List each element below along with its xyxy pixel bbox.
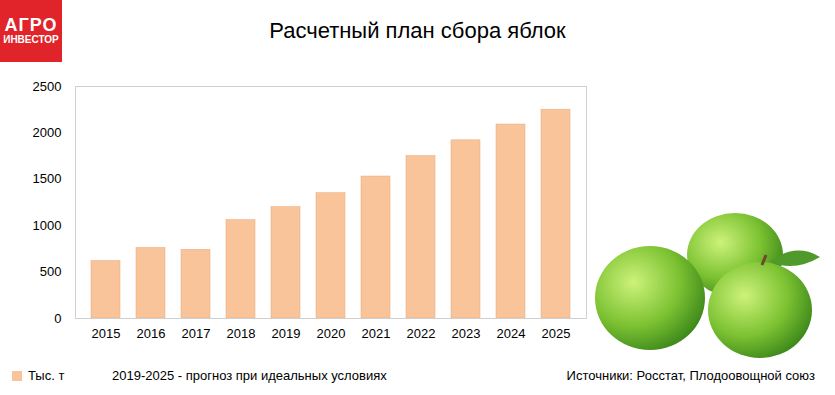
svg-text:2018: 2018 — [227, 326, 256, 341]
svg-text:2015: 2015 — [92, 326, 121, 341]
svg-text:2500: 2500 — [33, 79, 62, 94]
html-text:Тыс. т: Тыс. т — [28, 368, 65, 383]
svg-text:2022: 2022 — [407, 326, 436, 341]
svg-text:2025: 2025 — [542, 326, 571, 341]
svg-text:2021: 2021 — [362, 326, 391, 341]
svg-text:2024: 2024 — [497, 326, 526, 341]
svg-text:2000: 2000 — [33, 125, 62, 140]
html-text:АГРО: АГРО — [4, 15, 58, 36]
svg-text:1000: 1000 — [33, 218, 62, 233]
html-text:ИНВЕСТОР: ИНВЕСТОР — [3, 34, 59, 46]
html-text:Расчетный план сбора яблок: Расчетный план сбора яблок — [269, 18, 566, 43]
html-text:2019-2025 - прогноз при идеаль: 2019-2025 - прогноз при идеальных услови… — [112, 368, 387, 383]
svg-text:1500: 1500 — [33, 171, 62, 186]
svg-text:0: 0 — [54, 311, 61, 326]
svg-text:2016: 2016 — [137, 326, 166, 341]
html-text:Источники: Росстат, Плодоовощн: Источники: Росстат, Плодоовощной союз — [566, 368, 815, 383]
svg-text:500: 500 — [40, 264, 62, 279]
svg-text:2020: 2020 — [317, 326, 346, 341]
svg-text:2017: 2017 — [182, 326, 211, 341]
svg-text:2023: 2023 — [452, 326, 481, 341]
svg-text:2019: 2019 — [272, 326, 301, 341]
